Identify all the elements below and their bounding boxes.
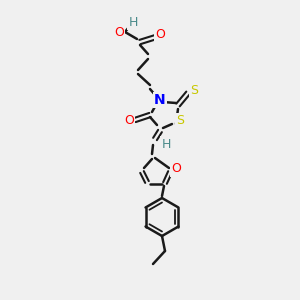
- Text: S: S: [190, 85, 198, 98]
- Text: O: O: [155, 28, 165, 40]
- Text: S: S: [176, 115, 184, 128]
- Text: O: O: [124, 115, 134, 128]
- Text: O: O: [171, 163, 181, 176]
- Text: H: H: [128, 16, 138, 28]
- Text: O: O: [114, 26, 124, 38]
- Text: H: H: [161, 137, 171, 151]
- Text: N: N: [154, 93, 166, 107]
